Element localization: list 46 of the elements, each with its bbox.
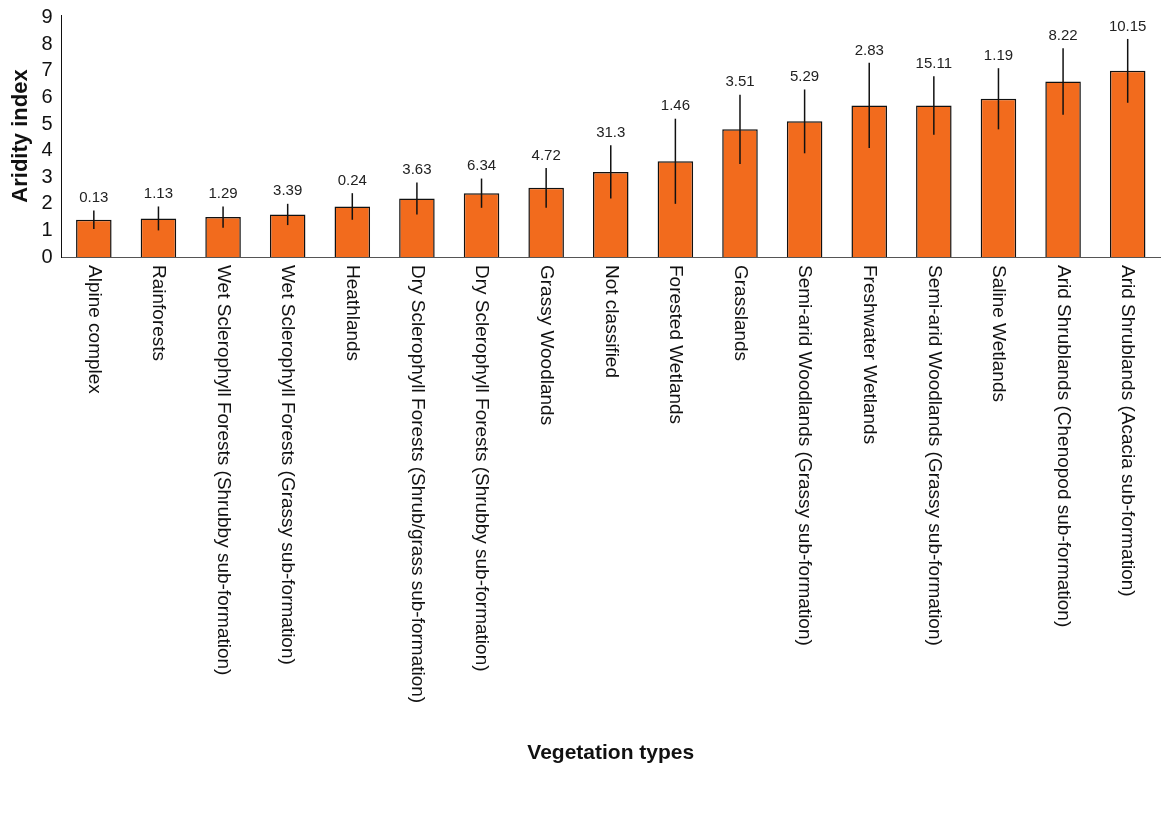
x-tick-label: Wet Sclerophyll Forests (Grassy sub-formation) <box>278 265 300 665</box>
x-tick-label: Dry Sclerophyll Forests (Shrub/grass sub-formation) <box>407 265 429 704</box>
annotation: 3.63 <box>402 160 432 178</box>
x-tick-label: Semi-arid Woodlands (Grassy sub-formation) <box>795 265 817 646</box>
y-tick-label: 9 <box>41 5 53 28</box>
annotation: 1.29 <box>208 184 238 202</box>
x-tick-label: Grasslands <box>730 265 752 362</box>
x-axis-title: Vegetation types <box>527 740 695 764</box>
annotation: 10.15 <box>1108 16 1147 34</box>
annotation: 0.13 <box>79 188 109 206</box>
x-tick-label: Saline Wetlands <box>989 265 1011 402</box>
annotation: 1.46 <box>660 96 690 114</box>
y-axis-title: Aridity index <box>7 68 33 203</box>
y-tick-label: 7 <box>41 58 53 81</box>
y-tick-label: 8 <box>41 31 53 54</box>
x-tick-label: Arid Shrublands (Chenopod sub-formation) <box>1053 265 1075 628</box>
annotation: 3.39 <box>273 181 303 199</box>
annotation: 1.19 <box>983 45 1014 63</box>
annotation: 8.22 <box>1048 25 1078 43</box>
x-tick-label: Rainforests <box>149 265 171 362</box>
y-tick-label: 2 <box>41 191 53 214</box>
x-tick-label: Wet Sclerophyll Forests (Shrubby sub-formation) <box>213 265 235 676</box>
annotation: 5.29 <box>790 67 820 85</box>
y-tick-label: 3 <box>41 164 53 187</box>
x-tick-label: Alpine complex <box>84 265 106 395</box>
y-tick-label: 6 <box>41 84 53 107</box>
x-tick-label: Dry Sclerophyll Forests (Shrubby sub-formation) <box>472 265 494 672</box>
x-tick-label: Semi-arid Woodlands (Grassy sub-formation) <box>924 265 946 646</box>
x-tick-label: Freshwater Wetlands <box>859 265 881 445</box>
annotation: 6.34 <box>466 156 497 174</box>
x-tick-label: Not classified <box>601 265 623 378</box>
y-tick-label: 5 <box>41 111 53 134</box>
y-tick-label: 4 <box>41 138 53 161</box>
y-tick-label: 1 <box>41 217 53 240</box>
x-tick-label: Forested Wetlands <box>666 265 688 425</box>
x-tick-label: Arid Shrublands (Acacia sub-formation) <box>1118 265 1140 597</box>
annotation: 0.24 <box>337 170 367 188</box>
annotation: 3.51 <box>725 72 755 90</box>
x-tick-label: Heathlands <box>343 265 365 362</box>
annotation: 2.83 <box>854 40 884 58</box>
y-tick-label: 0 <box>41 244 53 267</box>
annotation: 15.11 <box>915 53 953 71</box>
annotation: 4.72 <box>531 145 561 163</box>
annotation: 31.3 <box>596 122 626 140</box>
x-tick-label: Grassy Woodlands <box>536 265 558 426</box>
annotation: 1.13 <box>143 184 174 202</box>
